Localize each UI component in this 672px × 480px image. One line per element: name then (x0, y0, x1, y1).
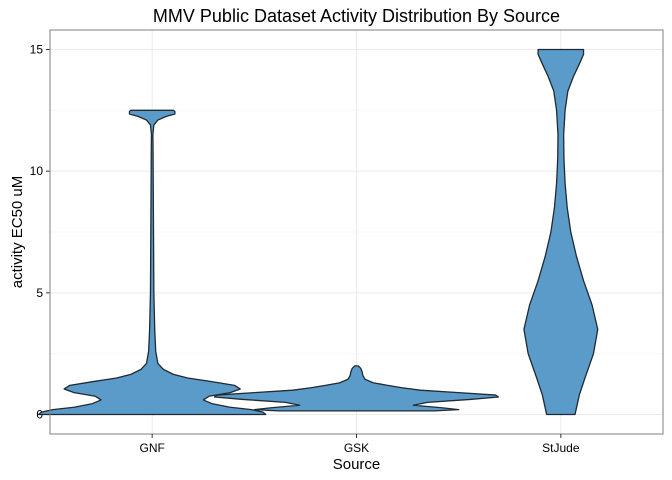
x-tick-label: GNF (139, 441, 164, 455)
plot-panel: 051015GNFGSKStJude (30, 29, 664, 455)
violin-gsk (213, 365, 500, 412)
x-tick-label: StJude (542, 441, 580, 455)
chart-title: MMV Public Dataset Activity Distribution… (153, 6, 560, 26)
y-axis-title: activity EC50 uM (9, 176, 26, 289)
y-tick-label: 15 (30, 42, 44, 56)
y-tick-label: 10 (30, 164, 44, 178)
violin-stjude (523, 48, 599, 416)
x-tick-label: GSK (344, 441, 369, 455)
violin-gnf (37, 109, 267, 416)
x-axis-title: Source (333, 456, 381, 473)
y-tick-label: 5 (36, 286, 43, 300)
